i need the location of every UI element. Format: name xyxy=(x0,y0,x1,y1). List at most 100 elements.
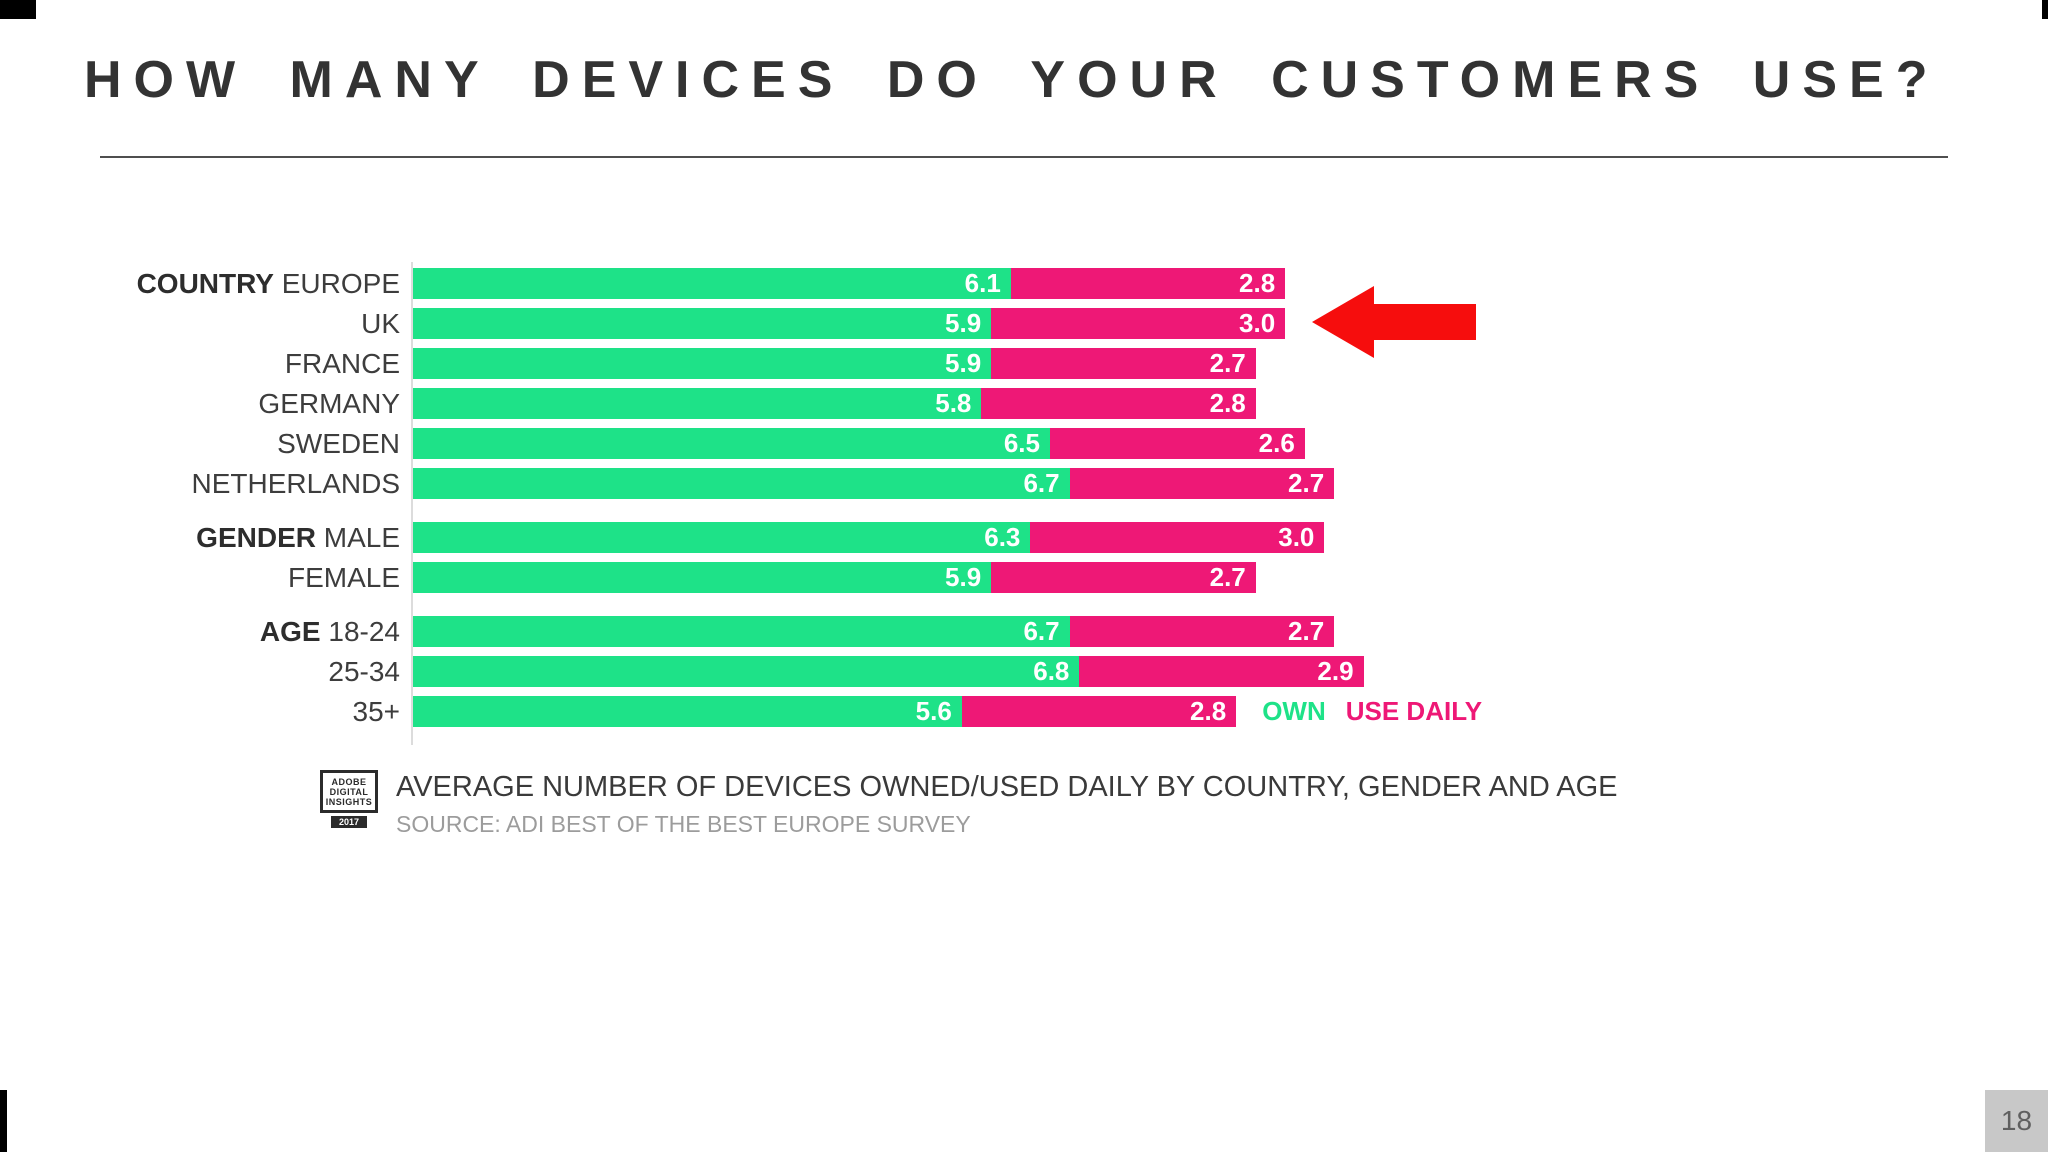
category-label: NETHERLANDS xyxy=(191,468,400,499)
chart-rows: COUNTRY EUROPE 6.1 2.8 UK 5.9 3.0 FRANCE 5.9 2.7… xyxy=(0,268,2048,727)
group-label: AGE xyxy=(259,616,321,647)
value-label: 6.8 xyxy=(1033,656,1070,686)
chart-axis-line xyxy=(411,262,413,745)
bar-row: 35+ 5.6 2.8 OWN USE DAILY xyxy=(0,696,2048,727)
bar-use-daily-segment: 2.6 xyxy=(1050,428,1305,459)
category-label: EUROPE xyxy=(281,268,400,299)
bar-use-daily-segment: 2.7 xyxy=(1069,468,1335,499)
value-label: 6.5 xyxy=(1003,428,1040,458)
row-label: NETHERLANDS xyxy=(0,468,413,499)
bar-row: GENDER MALE 6.3 3.0 xyxy=(0,522,2048,553)
red-arrow-annotation xyxy=(1312,286,1476,358)
row-label: FEMALE xyxy=(0,562,413,593)
bar-use-daily-segment: 3.0 xyxy=(1030,522,1325,553)
bar-use-daily-segment: 2.8 xyxy=(981,388,1256,419)
bar-own-segment: 6.7 xyxy=(413,468,1070,499)
frame-edge-bottom-left xyxy=(0,1090,7,1152)
value-label: 2.8 xyxy=(1190,696,1227,726)
chart-legend: OWN USE DAILY xyxy=(1262,696,1482,727)
row-label: GERMANY xyxy=(0,388,413,419)
bar-row: FEMALE 5.9 2.7 xyxy=(0,562,2048,593)
value-label: 2.7 xyxy=(1288,468,1325,498)
page-number: 18 xyxy=(1985,1090,2048,1152)
value-label: 2.8 xyxy=(1239,268,1276,298)
bar-use-daily-segment: 2.9 xyxy=(1079,656,1364,687)
bar-row: AGE 18-24 6.7 2.7 xyxy=(0,616,2048,647)
value-label: 5.9 xyxy=(945,348,982,378)
row-label: 35+ xyxy=(0,696,413,727)
category-label: 35+ xyxy=(352,696,401,727)
bar-own-segment: 6.8 xyxy=(413,656,1080,687)
bar-row: SWEDEN 6.5 2.6 xyxy=(0,428,2048,459)
legend-own: OWN xyxy=(1262,696,1326,726)
row-label: UK xyxy=(0,308,413,339)
bar-use-daily-segment: 2.7 xyxy=(991,562,1256,593)
bar-own-segment: 5.6 xyxy=(413,696,962,727)
category-label: MALE xyxy=(323,522,400,553)
value-label: 3.0 xyxy=(1239,308,1276,338)
frame-edge-top-right xyxy=(2042,0,2048,19)
devices-bar-chart: COUNTRY EUROPE 6.1 2.8 UK 5.9 3.0 FRANCE 5.9 2.7… xyxy=(0,268,2048,736)
adi-logo-line3: INSIGHTS xyxy=(325,797,373,807)
row-label: COUNTRY EUROPE xyxy=(0,268,413,299)
bar-use-daily-segment: 3.0 xyxy=(991,308,1286,339)
value-label: 5.9 xyxy=(945,308,982,338)
bar-use-daily-segment: 2.7 xyxy=(991,348,1256,379)
value-label: 5.9 xyxy=(945,562,982,592)
red-arrow-head-icon xyxy=(1312,286,1374,358)
caption-text: AVERAGE NUMBER OF DEVICES OWNED/USED DAI… xyxy=(396,770,1618,838)
value-label: 3.0 xyxy=(1278,522,1315,552)
title-underline xyxy=(100,156,1948,158)
bar-own-segment: 5.8 xyxy=(413,388,982,419)
value-label: 5.6 xyxy=(915,696,952,726)
value-label: 2.8 xyxy=(1209,388,1246,418)
adi-logo-box: ADOBE DIGITAL INSIGHTS xyxy=(320,770,378,813)
bar-row: FRANCE 5.9 2.7 xyxy=(0,348,2048,379)
value-label: 5.8 xyxy=(935,388,972,418)
row-label: GENDER MALE xyxy=(0,522,413,553)
row-label: SWEDEN xyxy=(0,428,413,459)
legend-use-daily: USE DAILY xyxy=(1345,696,1483,726)
bar-row: UK 5.9 3.0 xyxy=(0,308,2048,339)
value-label: 2.6 xyxy=(1258,428,1295,458)
value-label: 2.9 xyxy=(1317,656,1354,686)
adi-logo-line2: DIGITAL xyxy=(329,787,369,797)
frame-edge-top-left xyxy=(0,0,36,19)
adi-logo-year: 2017 xyxy=(331,816,367,828)
value-label: 2.7 xyxy=(1209,562,1246,592)
adi-logo-badge: ADOBE DIGITAL INSIGHTS 2017 xyxy=(320,770,378,828)
slide-title: HOW MANY DEVICES DO YOUR CUSTOMERS USE? xyxy=(84,51,1940,109)
caption-source: SOURCE: ADI BEST OF THE BEST EUROPE SURV… xyxy=(396,811,971,837)
bar-own-segment: 5.9 xyxy=(413,348,992,379)
adi-logo-line1: ADOBE xyxy=(331,777,367,787)
bar-use-daily-segment: 2.8 xyxy=(1010,268,1286,299)
bar-own-segment: 5.9 xyxy=(413,308,992,339)
category-label: 18-24 xyxy=(328,616,400,647)
bar-own-segment: 6.3 xyxy=(413,522,1031,553)
red-arrow-shaft xyxy=(1372,304,1476,340)
value-label: 6.7 xyxy=(1023,616,1060,646)
bar-own-segment: 6.7 xyxy=(413,616,1070,647)
category-label: FEMALE xyxy=(287,562,400,593)
value-label: 6.7 xyxy=(1023,468,1060,498)
value-label: 2.7 xyxy=(1209,348,1246,378)
category-label: GERMANY xyxy=(258,388,400,419)
category-label: 25-34 xyxy=(328,656,400,687)
bar-row: 25-34 6.8 2.9 xyxy=(0,656,2048,687)
row-label: 25-34 xyxy=(0,656,413,687)
bar-use-daily-segment: 2.8 xyxy=(961,696,1237,727)
category-label: FRANCE xyxy=(284,348,400,379)
value-label: 6.1 xyxy=(964,268,1001,298)
chart-caption: ADOBE DIGITAL INSIGHTS 2017 AVERAGE NUMB… xyxy=(320,770,1618,838)
row-label: AGE 18-24 xyxy=(0,616,413,647)
category-label: UK xyxy=(361,308,400,339)
row-label: FRANCE xyxy=(0,348,413,379)
bar-row: COUNTRY EUROPE 6.1 2.8 xyxy=(0,268,2048,299)
bar-own-segment: 5.9 xyxy=(413,562,992,593)
group-label: COUNTRY xyxy=(136,268,274,299)
bar-own-segment: 6.5 xyxy=(413,428,1050,459)
value-label: 2.7 xyxy=(1288,616,1325,646)
group-label: GENDER xyxy=(196,522,316,553)
caption-title: AVERAGE NUMBER OF DEVICES OWNED/USED DAI… xyxy=(396,771,1618,803)
bar-row: GERMANY 5.8 2.8 xyxy=(0,388,2048,419)
